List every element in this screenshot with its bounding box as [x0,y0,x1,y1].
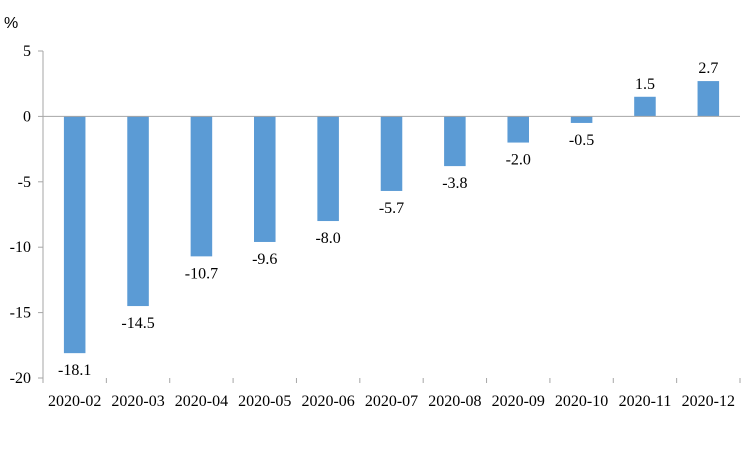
x-tick-label: 2020-08 [428,393,481,410]
x-tick-label: 2020-11 [619,393,672,410]
y-tick-label: 0 [23,108,31,125]
data-label: -9.6 [252,251,277,268]
bar [380,116,403,191]
bar [190,116,213,257]
data-labels: -18.1 -14.5 -10.7 -9.6 -8.0 -5.7 -3.8 -2.0 -0.5 1… [58,60,718,379]
y-tick-label: 5 [23,43,31,60]
x-tick-label: 2020-02 [48,393,101,410]
data-label: -3.8 [442,175,467,192]
bar [507,116,529,143]
bars [63,81,720,354]
y-axis-unit-label: % [4,15,18,32]
x-tick-label: 2020-04 [175,393,228,410]
bar [697,81,720,117]
data-label: -8.0 [315,230,340,247]
x-tick-label: 2020-06 [301,393,354,410]
x-tick-label: 2020-05 [238,393,291,410]
bar [444,116,466,167]
bar [317,116,339,222]
bar [570,116,593,123]
data-label: -2.0 [506,152,531,169]
x-tick-label: 2020-10 [555,393,608,410]
data-label: -14.5 [121,315,154,332]
x-tick-label: 2020-03 [111,393,164,410]
data-label: -5.7 [379,200,404,217]
y-tick-label: -15 [10,305,31,322]
data-label: -10.7 [185,265,218,282]
data-label: 1.5 [635,76,655,93]
bar [127,116,149,307]
y-tick-label: -5 [18,174,31,191]
x-tick-label: 2020-09 [492,393,545,410]
bar [634,96,656,117]
x-tick-label: 2020-07 [365,393,418,410]
x-tick-label: 2020-12 [682,393,735,410]
data-label: -0.5 [569,132,594,149]
bar [63,116,86,354]
x-axis-labels: 2020-02 2020-03 2020-04 2020-05 2020-06 2020-… [48,393,735,410]
y-axis-ticks: 5 0 -5 -10 -15 -20 [10,43,43,387]
data-label: 2.7 [698,60,718,77]
x-axis-bottom-ticks [42,378,741,383]
bar [254,116,276,242]
y-tick-label: -20 [10,370,31,387]
data-label: -18.1 [58,362,91,379]
y-tick-label: -10 [10,239,31,256]
